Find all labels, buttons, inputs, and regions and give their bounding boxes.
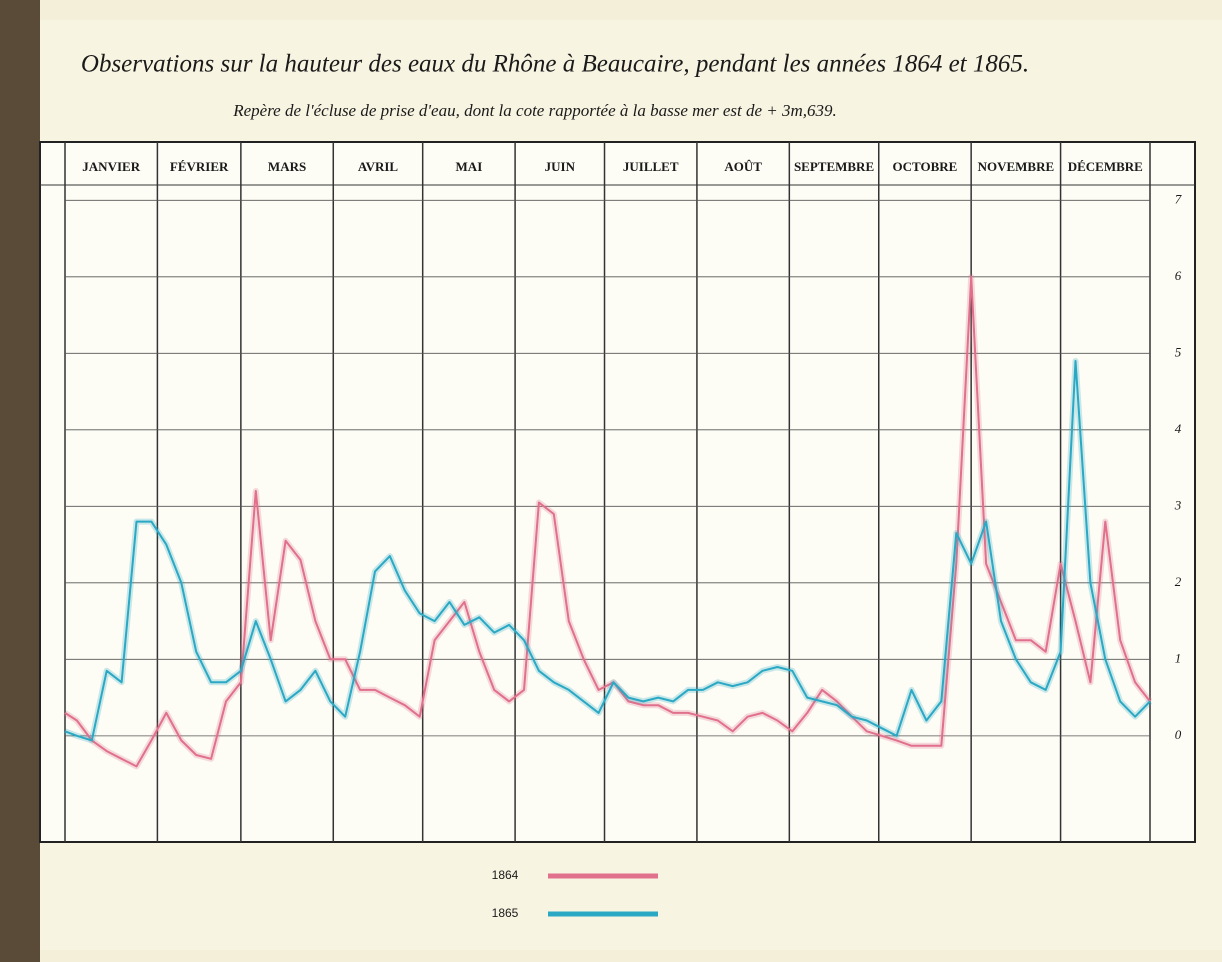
legend-label: 1865 <box>492 906 519 920</box>
chart-subtitle: Repère de l'écluse de prise d'eau, dont … <box>232 101 837 120</box>
x-tick-label: SEPTEMBRE <box>794 159 874 174</box>
y-tick-label: 3 <box>1174 497 1182 512</box>
x-tick-label: OCTOBRE <box>893 159 958 174</box>
y-tick-label: 6 <box>1175 268 1182 283</box>
legend-label: 1864 <box>492 868 519 882</box>
y-tick-label: 7 <box>1175 191 1182 206</box>
x-tick-label: MAI <box>456 159 483 174</box>
x-tick-label: JUIN <box>545 159 576 174</box>
y-tick-label: 5 <box>1175 344 1182 359</box>
x-tick-label: AOÛT <box>724 159 762 174</box>
x-tick-label: FÉVRIER <box>170 159 229 174</box>
x-tick-label: DÉCEMBRE <box>1068 159 1143 174</box>
chart: Observations sur la hauteur des eaux du … <box>0 0 1222 962</box>
x-tick-label: JANVIER <box>82 159 140 174</box>
chart-title: Observations sur la hauteur des eaux du … <box>81 51 1029 78</box>
y-tick-label: 0 <box>1175 727 1182 742</box>
chart-frame <box>40 142 1195 842</box>
x-tick-label: AVRIL <box>358 159 399 174</box>
x-tick-label: JUILLET <box>623 159 679 174</box>
x-tick-label: NOVEMBRE <box>978 159 1055 174</box>
binding <box>0 0 40 962</box>
x-tick-label: MARS <box>268 159 306 174</box>
y-tick-label: 2 <box>1175 574 1182 589</box>
y-tick-label: 4 <box>1175 421 1182 436</box>
y-tick-label: 1 <box>1175 650 1182 665</box>
